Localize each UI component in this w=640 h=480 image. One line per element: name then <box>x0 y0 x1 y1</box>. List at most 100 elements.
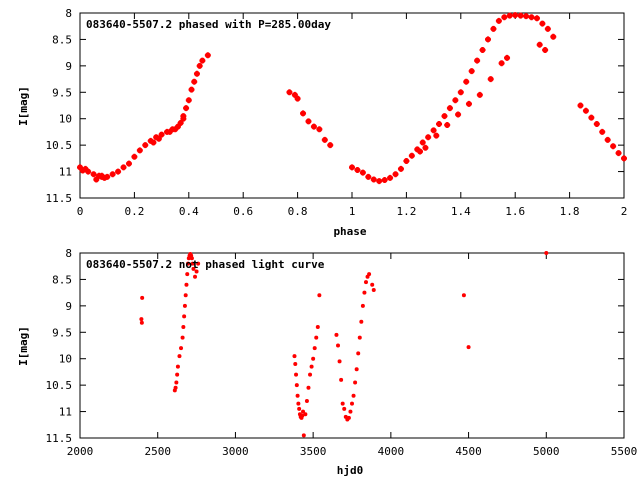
data-point <box>403 158 410 164</box>
data-point <box>441 113 448 120</box>
data-point <box>308 372 313 377</box>
data-point <box>354 367 359 372</box>
data-point <box>173 385 178 390</box>
data-point <box>136 147 143 154</box>
data-point <box>414 146 421 153</box>
data-point <box>181 325 186 329</box>
phased-xtick-label: 1.6 <box>505 205 525 218</box>
data-point <box>305 118 312 125</box>
data-point <box>365 173 372 180</box>
data-point <box>179 346 184 351</box>
data-point <box>90 171 97 178</box>
data-point <box>174 380 179 385</box>
unphased-ytick-label: 9.5 <box>52 326 72 339</box>
data-point <box>301 409 306 414</box>
data-point <box>376 178 383 185</box>
unphased-xtick-label: 5000 <box>533 445 560 458</box>
data-point <box>295 393 300 398</box>
data-point <box>544 25 551 32</box>
data-point <box>104 173 111 180</box>
data-point <box>490 25 497 32</box>
data-point <box>321 136 328 143</box>
unphased-y-axis: 8 8.5 9 9.5 10 10.5 11 11.5 <box>46 247 624 445</box>
phased-ytick-label: 9.5 <box>52 86 72 99</box>
data-point <box>191 78 198 85</box>
data-point <box>140 295 145 300</box>
data-point <box>190 261 195 266</box>
data-point <box>353 380 358 385</box>
data-point <box>498 60 505 67</box>
data-point <box>286 89 293 96</box>
unphased-ytick-label: 8 <box>65 247 72 260</box>
unphased-title: 083640-5507.2 not phased light curve <box>86 258 325 271</box>
phased-y-axis: 8 8.5 9 9.5 10 10.5 11 11.5 <box>46 7 624 205</box>
phased-ytick-label: 9 <box>65 60 72 73</box>
data-point <box>360 303 365 308</box>
unphased-chart: 8 8.5 9 9.5 10 10.5 11 11.5 2000 2500 3000 3500 400… <box>17 247 637 477</box>
data-point <box>422 144 429 151</box>
data-point <box>615 150 622 157</box>
data-point <box>463 78 470 85</box>
data-point <box>177 354 182 359</box>
phased-ytick-label: 8 <box>65 7 72 20</box>
data-point <box>466 345 471 350</box>
data-point <box>180 335 185 340</box>
data-point <box>599 128 606 135</box>
data-point <box>183 105 190 112</box>
unphased-xtick-label: 3500 <box>300 445 327 458</box>
phased-chart: 8 8.5 9 9.5 10 10.5 11 11.5 0 0.2 0.4 0.6 0.8 1 1.2 1.… <box>17 7 627 238</box>
data-point <box>82 165 89 172</box>
unphased-xtick-label: 4000 <box>378 445 405 458</box>
data-point <box>512 12 519 19</box>
data-point <box>185 272 190 277</box>
data-point <box>293 362 298 366</box>
phased-title: 083640-5507.2 phased with P=285.00day <box>86 18 331 31</box>
phased-x-axis: 0 0.2 0.4 0.6 0.8 1 1.2 1.4 1.6 1.8 2 <box>77 13 627 218</box>
unphased-ylabel: I[mag] <box>17 326 30 366</box>
data-point <box>304 399 309 403</box>
data-point <box>359 319 364 324</box>
data-point <box>180 115 187 122</box>
phased-ylabel: I[mag] <box>17 86 30 126</box>
data-point <box>455 111 462 118</box>
data-point <box>193 70 200 77</box>
data-point <box>476 91 483 98</box>
data-point <box>457 89 464 96</box>
data-point <box>604 136 611 143</box>
phased-xtick-label: 1.8 <box>560 205 580 218</box>
data-point <box>446 105 453 112</box>
data-point <box>339 377 344 382</box>
data-point <box>292 354 297 359</box>
unphased-ytick-label: 11.5 <box>46 432 73 445</box>
data-point <box>544 251 549 255</box>
data-point <box>349 164 355 171</box>
data-point <box>291 91 298 98</box>
data-point <box>351 393 356 398</box>
data-point <box>175 364 180 369</box>
data-point <box>433 132 440 139</box>
unphased-ytick-label: 10.5 <box>46 379 73 392</box>
data-point <box>495 17 502 24</box>
data-point <box>172 126 179 133</box>
data-point <box>371 288 376 292</box>
data-point <box>342 406 347 411</box>
data-point <box>334 332 339 337</box>
data-point <box>550 33 557 40</box>
data-point <box>465 100 472 107</box>
data-point <box>300 413 305 418</box>
data-point <box>196 62 203 69</box>
data-point <box>175 372 180 377</box>
data-point <box>296 401 301 406</box>
data-point <box>85 168 92 175</box>
data-point <box>336 343 341 348</box>
data-point <box>350 401 354 406</box>
data-point <box>155 135 162 142</box>
data-point <box>79 167 86 174</box>
data-point <box>310 123 317 130</box>
phased-xtick-label: 1 <box>349 205 356 218</box>
data-point <box>517 12 524 19</box>
data-point <box>487 76 494 83</box>
unphased-xtick-label: 2500 <box>144 445 171 458</box>
data-point <box>485 36 491 43</box>
data-point <box>309 364 314 369</box>
